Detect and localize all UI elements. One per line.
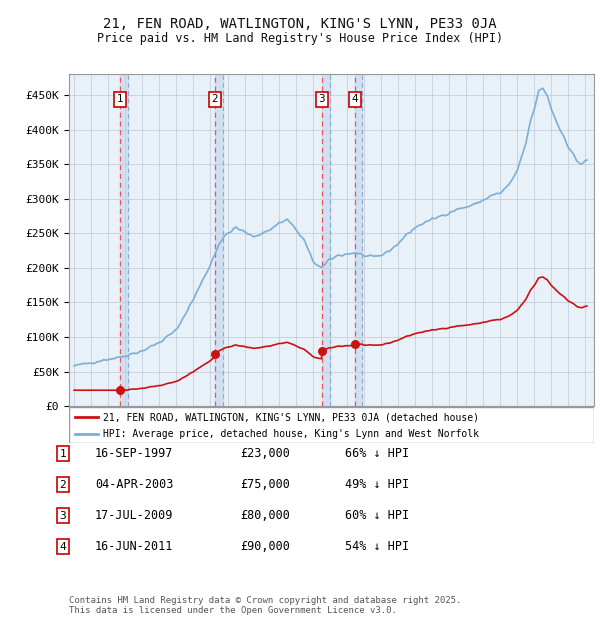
Text: 1: 1: [59, 449, 67, 459]
Text: HPI: Average price, detached house, King's Lynn and West Norfolk: HPI: Average price, detached house, King…: [103, 429, 479, 440]
Point: [350, 339, 359, 349]
Text: 4: 4: [59, 542, 67, 552]
Point: [317, 346, 327, 356]
Point: [210, 349, 220, 359]
Text: 21, FEN ROAD, WATLINGTON, KING'S LYNN, PE33 0JA: 21, FEN ROAD, WATLINGTON, KING'S LYNN, P…: [103, 17, 497, 32]
Text: 66% ↓ HPI: 66% ↓ HPI: [345, 448, 409, 460]
Text: 49% ↓ HPI: 49% ↓ HPI: [345, 479, 409, 491]
Text: £90,000: £90,000: [240, 541, 290, 553]
Bar: [322, 74, 329, 406]
Text: 16-JUN-2011: 16-JUN-2011: [95, 541, 173, 553]
Text: 16-SEP-1997: 16-SEP-1997: [95, 448, 173, 460]
Text: 60% ↓ HPI: 60% ↓ HPI: [345, 510, 409, 522]
Text: Contains HM Land Registry data © Crown copyright and database right 2025.
This d: Contains HM Land Registry data © Crown c…: [69, 596, 461, 615]
Text: 2: 2: [212, 94, 218, 104]
Text: 4: 4: [352, 94, 358, 104]
Text: 54% ↓ HPI: 54% ↓ HPI: [345, 541, 409, 553]
Text: 04-APR-2003: 04-APR-2003: [95, 479, 173, 491]
Text: £80,000: £80,000: [240, 510, 290, 522]
Text: 2: 2: [59, 480, 67, 490]
Text: Price paid vs. HM Land Registry's House Price Index (HPI): Price paid vs. HM Land Registry's House …: [97, 32, 503, 45]
Bar: [355, 74, 362, 406]
Text: £23,000: £23,000: [240, 448, 290, 460]
Text: 1: 1: [117, 94, 124, 104]
Text: £75,000: £75,000: [240, 479, 290, 491]
Bar: [215, 74, 223, 406]
Text: 3: 3: [319, 94, 325, 104]
Point: [116, 385, 125, 395]
Text: 17-JUL-2009: 17-JUL-2009: [95, 510, 173, 522]
Text: 3: 3: [59, 511, 67, 521]
Text: 21, FEN ROAD, WATLINGTON, KING'S LYNN, PE33 0JA (detached house): 21, FEN ROAD, WATLINGTON, KING'S LYNN, P…: [103, 412, 479, 422]
Bar: [121, 74, 128, 406]
